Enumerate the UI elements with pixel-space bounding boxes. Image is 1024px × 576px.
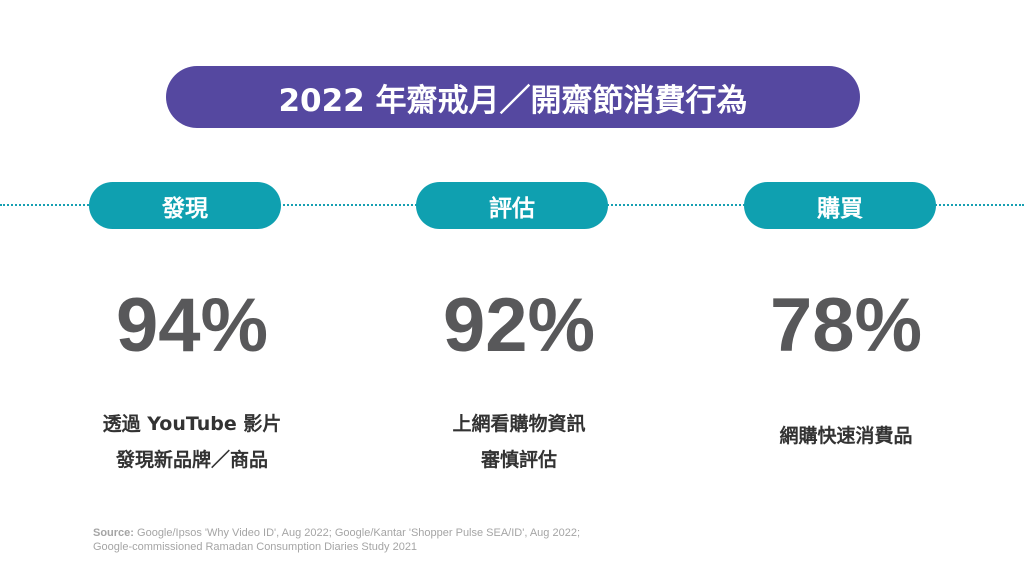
- desc-line: 審慎評估: [480, 449, 557, 471]
- stage-tag-purchase: 購買: [744, 182, 936, 229]
- stat-description-discover: 透過 YouTube 影片 發現新品牌／商品: [42, 406, 342, 478]
- stat-description-purchase: 網購快速消費品: [696, 418, 996, 454]
- desc-line: 透過 YouTube 影片: [102, 413, 282, 435]
- stage-tag-discover: 發現: [89, 182, 281, 229]
- page-title: 2022 年齋戒月／開齋節消費行為: [166, 66, 860, 128]
- stat-percent-purchase: 78%: [769, 283, 923, 368]
- desc-line: 網購快速消費品: [779, 425, 913, 447]
- stat-percent-discover: 94%: [115, 283, 269, 368]
- stat-description-evaluate: 上網看購物資訊 審慎評估: [369, 406, 669, 478]
- source-text: Google/Ipsos 'Why Video ID', Aug 2022; G…: [133, 527, 581, 539]
- stat-percent-evaluate: 92%: [442, 283, 596, 368]
- desc-line: 上網看購物資訊: [452, 413, 586, 435]
- source-note: Source: Google/Ipsos 'Why Video ID', Aug…: [93, 526, 580, 554]
- stage-tag-evaluate: 評估: [416, 182, 608, 229]
- source-label: Source:: [93, 527, 134, 539]
- desc-line: 發現新品牌／商品: [115, 449, 268, 471]
- source-text-line2: Google-commissioned Ramadan Consumption …: [93, 541, 418, 553]
